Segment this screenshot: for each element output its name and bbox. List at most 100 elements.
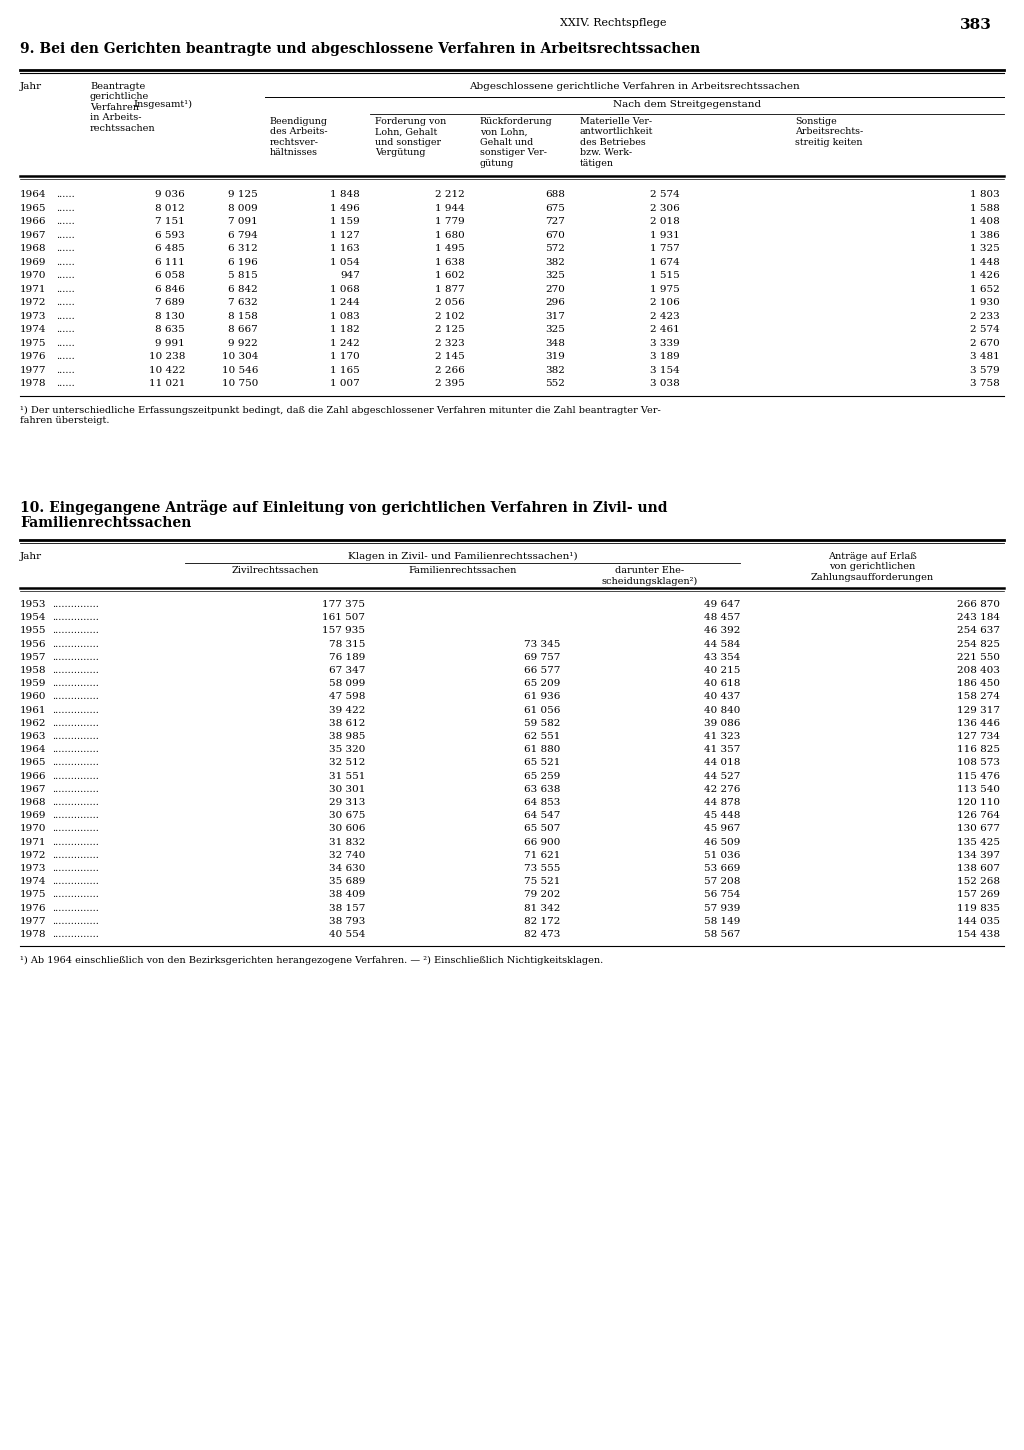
- Text: 1954: 1954: [20, 613, 46, 622]
- Text: 40 554: 40 554: [329, 929, 365, 940]
- Text: 1971: 1971: [20, 284, 46, 293]
- Text: 382: 382: [545, 365, 565, 374]
- Text: ...............: ...............: [52, 811, 99, 821]
- Text: 40 618: 40 618: [703, 679, 740, 689]
- Text: 35 320: 35 320: [329, 745, 365, 754]
- Text: 1 386: 1 386: [971, 231, 1000, 239]
- Text: 81 342: 81 342: [523, 903, 560, 912]
- Text: 58 099: 58 099: [329, 679, 365, 689]
- Text: ......: ......: [56, 244, 75, 252]
- Text: 670: 670: [545, 231, 565, 239]
- Text: 115 476: 115 476: [957, 771, 1000, 780]
- Text: ¹) Ab 1964 einschließlich von den Bezirksgerichten herangezogene Verfahren. — ²): ¹) Ab 1964 einschließlich von den Bezirk…: [20, 956, 603, 966]
- Text: 1977: 1977: [20, 916, 46, 925]
- Text: 1972: 1972: [20, 299, 46, 307]
- Text: 1966: 1966: [20, 771, 46, 780]
- Text: 688: 688: [545, 190, 565, 199]
- Text: 129 317: 129 317: [957, 706, 1000, 715]
- Text: 116 825: 116 825: [957, 745, 1000, 754]
- Text: ......: ......: [56, 312, 75, 320]
- Text: 31 551: 31 551: [329, 771, 365, 780]
- Text: 572: 572: [545, 244, 565, 252]
- Text: ...............: ...............: [52, 929, 99, 940]
- Text: 325: 325: [545, 325, 565, 334]
- Text: 3 758: 3 758: [971, 378, 1000, 389]
- Text: 2 423: 2 423: [650, 312, 680, 320]
- Text: 134 397: 134 397: [957, 851, 1000, 860]
- Text: 947: 947: [340, 271, 360, 280]
- Text: 1971: 1971: [20, 838, 46, 847]
- Text: 65 521: 65 521: [523, 758, 560, 767]
- Text: 675: 675: [545, 203, 565, 213]
- Text: 45 967: 45 967: [703, 825, 740, 834]
- Text: 56 754: 56 754: [703, 890, 740, 899]
- Text: XXIV. Rechtspflege: XXIV. Rechtspflege: [560, 17, 667, 28]
- Text: Beantragte
gerichtliche
Verfahren
in Arbeits-
rechtssachen: Beantragte gerichtliche Verfahren in Arb…: [90, 83, 156, 132]
- Text: 1978: 1978: [20, 929, 46, 940]
- Text: 43 354: 43 354: [703, 652, 740, 661]
- Text: 221 550: 221 550: [957, 652, 1000, 661]
- Text: 186 450: 186 450: [957, 679, 1000, 689]
- Text: 9. Bei den Gerichten beantragte und abgeschlossene Verfahren in Arbeitsrechtssac: 9. Bei den Gerichten beantragte und abge…: [20, 42, 700, 57]
- Text: 8 635: 8 635: [156, 325, 185, 334]
- Text: 1964: 1964: [20, 745, 46, 754]
- Text: 266 870: 266 870: [957, 600, 1000, 609]
- Text: ...............: ...............: [52, 706, 99, 715]
- Text: 135 425: 135 425: [957, 838, 1000, 847]
- Text: 177 375: 177 375: [322, 600, 365, 609]
- Text: 6 842: 6 842: [228, 284, 258, 293]
- Text: ...............: ...............: [52, 745, 99, 754]
- Text: 51 036: 51 036: [703, 851, 740, 860]
- Text: 1 242: 1 242: [331, 338, 360, 348]
- Text: 48 457: 48 457: [703, 613, 740, 622]
- Text: 348: 348: [545, 338, 565, 348]
- Text: 6 058: 6 058: [156, 271, 185, 280]
- Text: 1969: 1969: [20, 811, 46, 821]
- Text: 1 931: 1 931: [650, 231, 680, 239]
- Text: 10. Eingegangene Anträge auf Einleitung von gerichtlichen Verfahren in Zivil- un: 10. Eingegangene Anträge auf Einleitung …: [20, 500, 668, 515]
- Text: 71 621: 71 621: [523, 851, 560, 860]
- Text: Jahr: Jahr: [20, 552, 42, 561]
- Text: 1 182: 1 182: [331, 325, 360, 334]
- Text: ...............: ...............: [52, 784, 99, 793]
- Text: 1975: 1975: [20, 338, 46, 348]
- Text: 144 035: 144 035: [957, 916, 1000, 925]
- Text: 9 125: 9 125: [228, 190, 258, 199]
- Text: 2 018: 2 018: [650, 218, 680, 226]
- Text: 58 567: 58 567: [703, 929, 740, 940]
- Text: 2 323: 2 323: [435, 338, 465, 348]
- Text: 30 301: 30 301: [329, 784, 365, 793]
- Text: 45 448: 45 448: [703, 811, 740, 821]
- Text: 53 669: 53 669: [703, 864, 740, 873]
- Text: 1 244: 1 244: [331, 299, 360, 307]
- Text: Anträge auf Erlaß
von gerichtlichen
Zahlungsaufforderungen: Anträge auf Erlaß von gerichtlichen Zahl…: [810, 552, 934, 581]
- Text: Forderung von
Lohn, Gehalt
und sonstiger
Vergütung: Forderung von Lohn, Gehalt und sonstiger…: [375, 117, 446, 157]
- Text: ......: ......: [56, 271, 75, 280]
- Text: ......: ......: [56, 190, 75, 199]
- Text: Familienrechtssachen: Familienrechtssachen: [409, 566, 517, 576]
- Text: 39 422: 39 422: [329, 706, 365, 715]
- Text: 63 638: 63 638: [523, 784, 560, 793]
- Text: 41 357: 41 357: [703, 745, 740, 754]
- Text: 382: 382: [545, 258, 565, 267]
- Text: 138 607: 138 607: [957, 864, 1000, 873]
- Text: ...............: ...............: [52, 825, 99, 834]
- Text: 7 632: 7 632: [228, 299, 258, 307]
- Text: 1976: 1976: [20, 903, 46, 912]
- Text: 3 038: 3 038: [650, 378, 680, 389]
- Text: 5 815: 5 815: [228, 271, 258, 280]
- Text: ...............: ...............: [52, 652, 99, 661]
- Text: 1 652: 1 652: [971, 284, 1000, 293]
- Text: 66 900: 66 900: [523, 838, 560, 847]
- Text: ...............: ...............: [52, 639, 99, 648]
- Text: 9 991: 9 991: [156, 338, 185, 348]
- Text: ......: ......: [56, 218, 75, 226]
- Text: 64 547: 64 547: [523, 811, 560, 821]
- Text: 41 323: 41 323: [703, 732, 740, 741]
- Text: ...............: ...............: [52, 890, 99, 899]
- Text: 46 392: 46 392: [703, 626, 740, 635]
- Text: 1 638: 1 638: [435, 258, 465, 267]
- Text: ...............: ...............: [52, 798, 99, 808]
- Text: 1 165: 1 165: [331, 365, 360, 374]
- Text: 154 438: 154 438: [957, 929, 1000, 940]
